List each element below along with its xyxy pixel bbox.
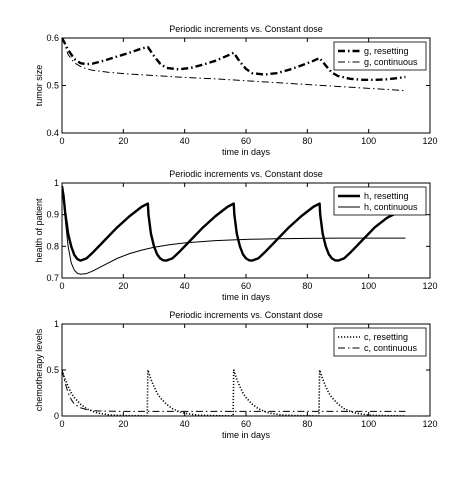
x-tick-label: 120	[422, 281, 437, 291]
y-tick-label: 0.9	[46, 210, 59, 220]
y-axis-label: chemotherapy levels	[34, 328, 44, 411]
y-tick-label: 0.7	[46, 273, 59, 283]
y-tick-label: 1	[54, 319, 59, 329]
x-tick-label: 40	[180, 281, 190, 291]
y-tick-label: 0	[54, 411, 59, 421]
chart-panel-2: Periodic increments vs. Constant dose 0 20…	[34, 169, 438, 302]
legend-entry: h, continuous	[364, 202, 418, 212]
y-tick-label: 1	[54, 178, 59, 188]
legend-box	[333, 41, 427, 71]
y-tick-label: 0.6	[46, 33, 59, 43]
legend-entry: c, continuous	[364, 343, 418, 353]
series-line-1	[62, 185, 400, 262]
chart-panel-1: Periodic increments vs. Constant dose 0 20…	[34, 24, 438, 157]
legend-box	[333, 186, 427, 216]
y-tick-label: 0.5	[46, 81, 59, 91]
x-tick-label: 60	[241, 281, 251, 291]
chart-title: Periodic increments vs. Constant dose	[169, 24, 323, 34]
chart-title: Periodic increments vs. Constant dose	[169, 169, 323, 179]
x-tick-label: 20	[118, 281, 128, 291]
y-tick-label: 0.4	[46, 128, 59, 138]
x-tick-label: 120	[422, 136, 437, 146]
legend-box	[333, 327, 427, 357]
y-tick-label: 0.5	[46, 365, 59, 375]
x-tick-label: 20	[118, 419, 128, 429]
x-tick-label: 120	[422, 419, 437, 429]
x-tick-label: 0	[59, 419, 64, 429]
x-tick-label: 60	[241, 419, 251, 429]
y-axis-label: tumor size	[34, 65, 44, 107]
legend-entry: h, resetting	[364, 191, 409, 201]
series-line-2	[62, 186, 406, 275]
legend-entry: g, continuous	[364, 57, 418, 67]
x-tick-label: 20	[118, 136, 128, 146]
series-line-2	[62, 38, 406, 92]
series-line-1	[62, 369, 406, 416]
series-line-2	[62, 369, 406, 412]
y-axis-label: health of patient	[34, 198, 44, 263]
x-tick-label: 80	[302, 419, 312, 429]
x-tick-label: 100	[361, 419, 376, 429]
chart-panel-3: Periodic increments vs. Constant dose 0 20…	[34, 310, 438, 440]
x-axis-label: time in days	[222, 430, 271, 440]
legend-entry: g, resetting	[364, 46, 409, 56]
series-line-1	[62, 38, 406, 82]
x-axis-label: time in days	[222, 292, 271, 302]
y-tick-label: 0.8	[46, 241, 59, 251]
x-tick-label: 40	[180, 419, 190, 429]
x-tick-label: 100	[361, 281, 376, 291]
chart-title: Periodic increments vs. Constant dose	[169, 310, 323, 320]
legend-entry: c, resetting	[364, 332, 408, 342]
x-tick-label: 80	[302, 136, 312, 146]
x-tick-label: 80	[302, 281, 312, 291]
x-tick-label: 40	[180, 136, 190, 146]
x-axis-label: time in days	[222, 147, 271, 157]
x-tick-label: 100	[361, 136, 376, 146]
x-tick-label: 60	[241, 136, 251, 146]
x-tick-label: 0	[59, 281, 64, 291]
x-tick-label: 0	[59, 136, 64, 146]
